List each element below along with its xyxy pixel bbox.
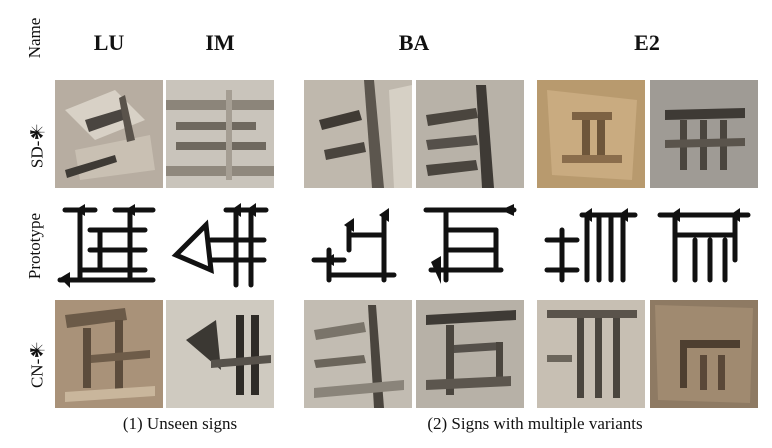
prototype-im xyxy=(166,200,274,290)
cn-tile-im xyxy=(166,300,274,408)
sd-tile-lu xyxy=(55,80,163,188)
sd-tile-e2-2 xyxy=(650,80,758,188)
col-name-lu: LU xyxy=(93,30,125,55)
col-name-e2: E2 xyxy=(634,30,660,55)
col-name-im: IM xyxy=(205,30,235,55)
cn-tile-e2-2 xyxy=(650,300,758,408)
cn-tile-ba-2 xyxy=(416,300,524,408)
caption-multiple-variants: (2) Signs with multiple variants xyxy=(427,414,643,433)
prototype-ba-1 xyxy=(304,200,412,290)
sd-tile-im xyxy=(166,80,274,188)
sd-tile-ba-1 xyxy=(304,80,412,188)
row-label-cn: CN-𒀭 xyxy=(27,340,47,389)
sd-tile-ba-2 xyxy=(416,80,524,188)
caption-unseen-signs: (1) Unseen signs xyxy=(122,414,238,433)
cn-tile-ba-1 xyxy=(304,300,412,408)
cn-tile-e2-1 xyxy=(537,300,645,408)
sd-tile-e2-1 xyxy=(537,80,645,188)
prototype-ba-2 xyxy=(416,200,524,290)
col-name-ba: BA xyxy=(398,30,430,55)
prototype-lu xyxy=(55,200,163,290)
prototype-e2-1 xyxy=(537,200,645,290)
cn-tile-lu xyxy=(55,300,163,408)
prototype-e2-2 xyxy=(650,200,758,290)
